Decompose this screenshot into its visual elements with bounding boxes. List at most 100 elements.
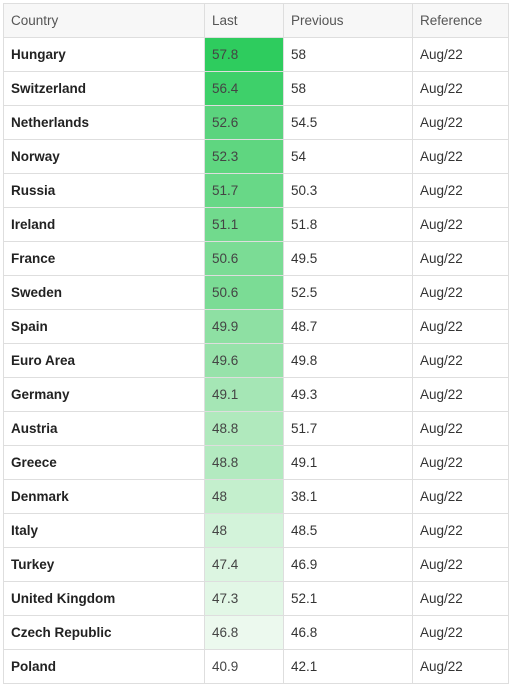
table-row: Turkey 47.4 46.9 Aug/22 — [3, 547, 509, 582]
last-value: 50.6 — [204, 241, 284, 276]
reference-date: Aug/22 — [412, 343, 509, 378]
last-value: 51.7 — [204, 173, 284, 208]
reference-date: Aug/22 — [412, 513, 509, 548]
reference-date: Aug/22 — [412, 37, 509, 72]
previous-value: 46.9 — [283, 547, 413, 582]
reference-date: Aug/22 — [412, 139, 509, 174]
country-link[interactable]: Austria — [3, 411, 205, 446]
country-link[interactable]: Spain — [3, 309, 205, 344]
previous-value: 48.5 — [283, 513, 413, 548]
reference-date: Aug/22 — [412, 173, 509, 208]
last-value: 57.8 — [204, 37, 284, 72]
table-row: Sweden 50.6 52.5 Aug/22 — [3, 275, 509, 310]
reference-date: Aug/22 — [412, 207, 509, 242]
last-value: 48 — [204, 479, 284, 514]
country-link[interactable]: Hungary — [3, 37, 205, 72]
country-link[interactable]: Greece — [3, 445, 205, 480]
last-value: 49.6 — [204, 343, 284, 378]
previous-value: 49.5 — [283, 241, 413, 276]
last-value: 50.6 — [204, 275, 284, 310]
last-value: 48.8 — [204, 411, 284, 446]
country-link[interactable]: Ireland — [3, 207, 205, 242]
last-value: 47.4 — [204, 547, 284, 582]
last-value: 51.1 — [204, 207, 284, 242]
table-row: Russia 51.7 50.3 Aug/22 — [3, 173, 509, 208]
table-row: Poland 40.9 42.1 Aug/22 — [3, 649, 509, 684]
previous-value: 48.7 — [283, 309, 413, 344]
previous-value: 49.1 — [283, 445, 413, 480]
previous-value: 51.8 — [283, 207, 413, 242]
table-row: Czech Republic 46.8 46.8 Aug/22 — [3, 615, 509, 650]
header-previous[interactable]: Previous — [283, 3, 413, 38]
previous-value: 46.8 — [283, 615, 413, 650]
reference-date: Aug/22 — [412, 309, 509, 344]
table-row: Norway 52.3 54 Aug/22 — [3, 139, 509, 174]
last-value: 47.3 — [204, 581, 284, 616]
last-value: 52.6 — [204, 105, 284, 140]
header-reference[interactable]: Reference — [412, 3, 509, 38]
reference-date: Aug/22 — [412, 581, 509, 616]
header-country[interactable]: Country — [3, 3, 205, 38]
country-link[interactable]: Netherlands — [3, 105, 205, 140]
table-row: Hungary 57.8 58 Aug/22 — [3, 37, 509, 72]
last-value: 49.1 — [204, 377, 284, 412]
table-row: Ireland 51.1 51.8 Aug/22 — [3, 207, 509, 242]
header-last[interactable]: Last — [204, 3, 284, 38]
previous-value: 50.3 — [283, 173, 413, 208]
reference-date: Aug/22 — [412, 411, 509, 446]
country-link[interactable]: Euro Area — [3, 343, 205, 378]
reference-date: Aug/22 — [412, 547, 509, 582]
table-row: Austria 48.8 51.7 Aug/22 — [3, 411, 509, 446]
table-row: Spain 49.9 48.7 Aug/22 — [3, 309, 509, 344]
table-row: United Kingdom 47.3 52.1 Aug/22 — [3, 581, 509, 616]
previous-value: 52.5 — [283, 275, 413, 310]
country-link[interactable]: Germany — [3, 377, 205, 412]
country-link[interactable]: Italy — [3, 513, 205, 548]
table-row: Switzerland 56.4 58 Aug/22 — [3, 71, 509, 106]
table-row: Netherlands 52.6 54.5 Aug/22 — [3, 105, 509, 140]
previous-value: 54 — [283, 139, 413, 174]
table-header-row: Country Last Previous Reference — [3, 3, 509, 38]
country-link[interactable]: Poland — [3, 649, 205, 684]
reference-date: Aug/22 — [412, 377, 509, 412]
reference-date: Aug/22 — [412, 275, 509, 310]
previous-value: 42.1 — [283, 649, 413, 684]
table-row: Euro Area 49.6 49.8 Aug/22 — [3, 343, 509, 378]
last-value: 49.9 — [204, 309, 284, 344]
table-body: Hungary 57.8 58 Aug/22 Switzerland 56.4 58 Aug… — [3, 37, 509, 684]
country-link[interactable]: Denmark — [3, 479, 205, 514]
country-link[interactable]: Sweden — [3, 275, 205, 310]
previous-value: 49.8 — [283, 343, 413, 378]
last-value: 56.4 — [204, 71, 284, 106]
last-value: 40.9 — [204, 649, 284, 684]
table-row: France 50.6 49.5 Aug/22 — [3, 241, 509, 276]
last-value: 48 — [204, 513, 284, 548]
previous-value: 51.7 — [283, 411, 413, 446]
last-value: 46.8 — [204, 615, 284, 650]
country-link[interactable]: United Kingdom — [3, 581, 205, 616]
table-row: Denmark 48 38.1 Aug/22 — [3, 479, 509, 514]
previous-value: 49.3 — [283, 377, 413, 412]
country-link[interactable]: Turkey — [3, 547, 205, 582]
reference-date: Aug/22 — [412, 105, 509, 140]
country-link[interactable]: Czech Republic — [3, 615, 205, 650]
table-row: Italy 48 48.5 Aug/22 — [3, 513, 509, 548]
country-link[interactable]: Russia — [3, 173, 205, 208]
previous-value: 58 — [283, 37, 413, 72]
reference-date: Aug/22 — [412, 71, 509, 106]
reference-date: Aug/22 — [412, 479, 509, 514]
table-row: Greece 48.8 49.1 Aug/22 — [3, 445, 509, 480]
country-data-table: Country Last Previous Reference Hungary 5… — [3, 3, 509, 684]
last-value: 52.3 — [204, 139, 284, 174]
reference-date: Aug/22 — [412, 649, 509, 684]
country-link[interactable]: Norway — [3, 139, 205, 174]
pmi-table-container: Country Last Previous Reference Hungary 5… — [3, 3, 509, 684]
previous-value: 52.1 — [283, 581, 413, 616]
reference-date: Aug/22 — [412, 445, 509, 480]
reference-date: Aug/22 — [412, 615, 509, 650]
last-value: 48.8 — [204, 445, 284, 480]
country-link[interactable]: Switzerland — [3, 71, 205, 106]
country-link[interactable]: France — [3, 241, 205, 276]
previous-value: 58 — [283, 71, 413, 106]
table-row: Germany 49.1 49.3 Aug/22 — [3, 377, 509, 412]
